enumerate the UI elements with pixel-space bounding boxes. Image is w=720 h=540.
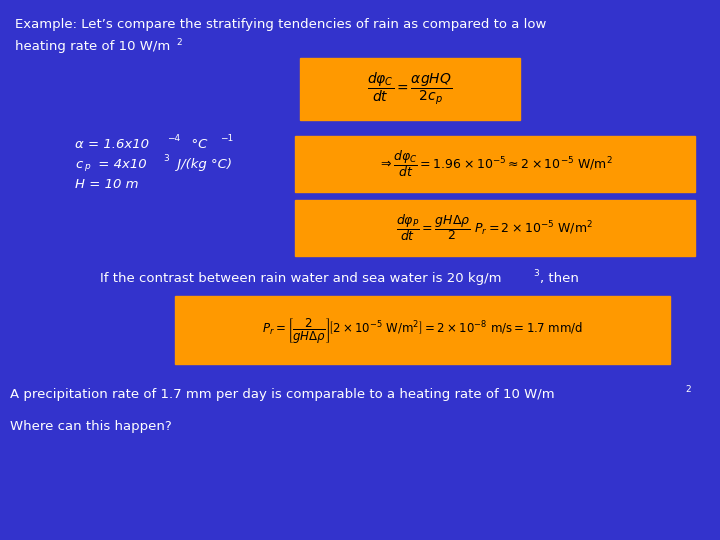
Text: $\dfrac{d\varphi_P}{dt} = \dfrac{gH\Delta\rho}{2}\ P_r = 2\times10^{-5}\ \mathrm: $\dfrac{d\varphi_P}{dt} = \dfrac{gH\Delt…	[397, 213, 593, 244]
Text: α = 1.6x10: α = 1.6x10	[75, 138, 149, 151]
Text: 3: 3	[163, 154, 168, 163]
Text: 3: 3	[533, 269, 539, 278]
Text: heating rate of 10 W/m: heating rate of 10 W/m	[15, 40, 170, 53]
Text: A precipitation rate of 1.7 mm per day is comparable to a heating rate of 10 W/m: A precipitation rate of 1.7 mm per day i…	[10, 388, 554, 401]
Text: −4: −4	[167, 134, 180, 143]
Text: $\Rightarrow \dfrac{d\varphi_C}{dt} = 1.96\times10^{-5} \approx 2\times10^{-5}\ : $\Rightarrow \dfrac{d\varphi_C}{dt} = 1.…	[377, 148, 613, 179]
Text: 2: 2	[685, 385, 690, 394]
Bar	[295, 136, 695, 192]
Text: 2: 2	[176, 38, 181, 47]
Bar	[175, 296, 670, 364]
Text: c: c	[75, 158, 82, 171]
Text: °C: °C	[183, 138, 207, 151]
Text: $\dfrac{d\varphi_C}{dt} = \dfrac{\alpha g H Q}{2c_p}$: $\dfrac{d\varphi_C}{dt} = \dfrac{\alpha …	[367, 71, 453, 107]
Text: H = 10 m: H = 10 m	[75, 178, 138, 191]
Text: Where can this happen?: Where can this happen?	[10, 420, 172, 433]
Text: $P_r = \left[\dfrac{2}{gH\Delta\rho}\right]\!\left[2\times10^{-5}\ \mathrm{W/m^2: $P_r = \left[\dfrac{2}{gH\Delta\rho}\rig…	[261, 315, 582, 345]
Bar	[295, 200, 695, 256]
Bar	[300, 58, 520, 120]
Text: J/(kg °C): J/(kg °C)	[173, 158, 232, 171]
Text: = 4x10: = 4x10	[94, 158, 147, 171]
Text: −1: −1	[220, 134, 233, 143]
Text: Example: Let’s compare the stratifying tendencies of rain as compared to a low: Example: Let’s compare the stratifying t…	[15, 18, 546, 31]
Text: If the contrast between rain water and sea water is 20 kg/m: If the contrast between rain water and s…	[100, 272, 502, 285]
Text: p: p	[84, 162, 90, 171]
Text: , then: , then	[540, 272, 579, 285]
